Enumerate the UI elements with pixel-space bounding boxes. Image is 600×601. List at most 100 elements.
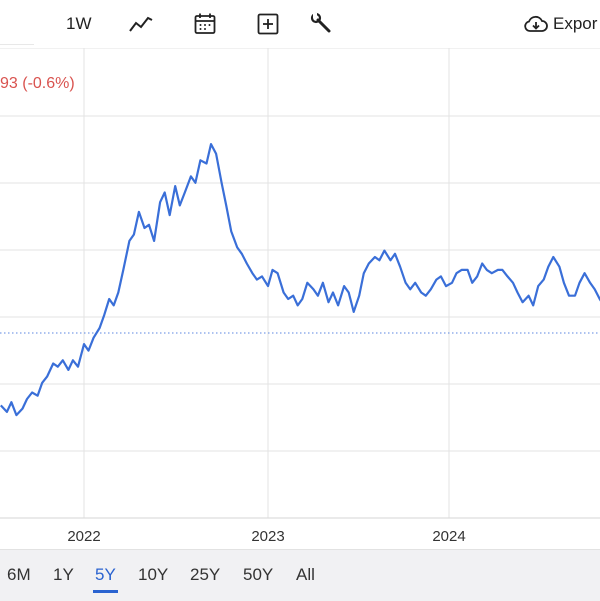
data-point-86 [439, 274, 443, 278]
data-point-43 [220, 181, 224, 185]
data-point-44 [224, 203, 228, 207]
data-point-80 [408, 287, 412, 291]
range-6m-button[interactable]: 6M [7, 565, 31, 584]
data-point-102 [521, 300, 525, 304]
data-point-98 [500, 268, 504, 272]
data-point-92 [470, 281, 474, 285]
data-point-25 [127, 239, 131, 243]
period-1w-label: 1W [66, 14, 92, 33]
data-point-27 [137, 210, 141, 214]
data-point-70 [357, 294, 361, 298]
data-point-39 [198, 158, 202, 162]
data-point-101 [516, 291, 520, 295]
data-point-111 [567, 294, 571, 298]
data-point-108 [551, 255, 555, 259]
settings-button[interactable] [310, 10, 334, 38]
data-point-17 [87, 349, 91, 353]
data-point-20 [102, 313, 106, 317]
data-point-64 [327, 300, 331, 304]
data-point-87 [444, 284, 448, 288]
data-point-51 [260, 274, 264, 278]
plus-square-icon [256, 12, 280, 36]
data-point-88 [450, 281, 454, 285]
data-point-18 [92, 336, 96, 340]
data-point-112 [573, 294, 577, 298]
date-range-button[interactable] [193, 10, 217, 38]
data-point-109 [557, 265, 561, 269]
data-point-7 [36, 394, 40, 398]
range-25y-button[interactable]: 25Y [190, 565, 221, 584]
data-point-84 [429, 287, 433, 291]
data-point-60 [305, 281, 309, 285]
range-50y-button[interactable]: 50Y [243, 565, 274, 584]
data-point-52 [266, 284, 270, 288]
data-point-40 [205, 162, 209, 166]
data-point-103 [527, 294, 531, 298]
data-point-2 [9, 400, 13, 404]
data-point-81 [413, 281, 417, 285]
data-point-12 [61, 358, 65, 362]
data-point-82 [419, 291, 423, 295]
data-point-69 [352, 310, 356, 314]
data-point-115 [588, 281, 592, 285]
data-point-104 [531, 303, 535, 307]
data-point-29 [147, 223, 151, 227]
data-point-5 [25, 397, 29, 401]
data-point-78 [398, 265, 402, 269]
data-point-10 [51, 362, 55, 366]
data-point-37 [189, 174, 193, 178]
data-point-95 [485, 268, 489, 272]
data-point-55 [282, 291, 286, 295]
data-point-105 [536, 284, 540, 288]
data-point-76 [389, 258, 393, 262]
data-point-65 [331, 291, 335, 295]
range-all-button[interactable]: All [296, 565, 315, 584]
data-point-62 [316, 294, 320, 298]
data-point-96 [490, 271, 494, 275]
data-point-36 [183, 191, 187, 195]
chart-type-button[interactable] [128, 10, 154, 38]
export-button[interactable]: Expor [523, 10, 597, 38]
data-point-113 [578, 281, 582, 285]
data-point-54 [276, 271, 280, 275]
range-10y-button[interactable]: 10Y [138, 565, 169, 584]
data-point-31 [158, 200, 162, 204]
data-point-100 [511, 281, 515, 285]
data-point-14 [71, 358, 75, 362]
compare-button[interactable] [256, 10, 280, 38]
x-tick-label-2024: 2024 [432, 528, 465, 545]
data-point-58 [296, 303, 300, 307]
data-point-91 [466, 268, 470, 272]
data-point-24 [121, 268, 125, 272]
data-point-3 [14, 413, 18, 417]
data-point-13 [66, 368, 70, 372]
data-point-61 [311, 287, 315, 291]
data-point-66 [336, 303, 340, 307]
data-point-90 [460, 268, 464, 272]
line-chart-icon [128, 14, 154, 34]
data-point-93 [475, 274, 479, 278]
data-point-68 [347, 291, 351, 295]
data-point-6 [30, 391, 34, 395]
data-point-97 [496, 268, 500, 272]
range-5y-button[interactable]: 5Y [93, 564, 118, 593]
data-point-77 [393, 252, 397, 256]
x-tick-label-2022: 2022 [67, 528, 100, 545]
period-1w-button[interactable]: 1W [66, 10, 92, 38]
data-point-99 [506, 274, 510, 278]
data-point-32 [163, 191, 167, 195]
range-1y-button[interactable]: 1Y [53, 565, 74, 584]
calendar-icon [193, 12, 217, 36]
cloud-download-icon [523, 14, 549, 34]
data-point-85 [434, 278, 438, 282]
data-point-23 [116, 291, 120, 295]
toolbar-divider [0, 44, 34, 45]
data-point-72 [367, 262, 371, 266]
data-point-30 [152, 239, 156, 243]
data-point-11 [56, 365, 60, 369]
data-point-63 [321, 281, 325, 285]
data-point-116 [593, 287, 597, 291]
series-line [0, 143, 600, 417]
x-tick-label-2023: 2023 [251, 528, 284, 545]
data-point-75 [382, 249, 386, 253]
